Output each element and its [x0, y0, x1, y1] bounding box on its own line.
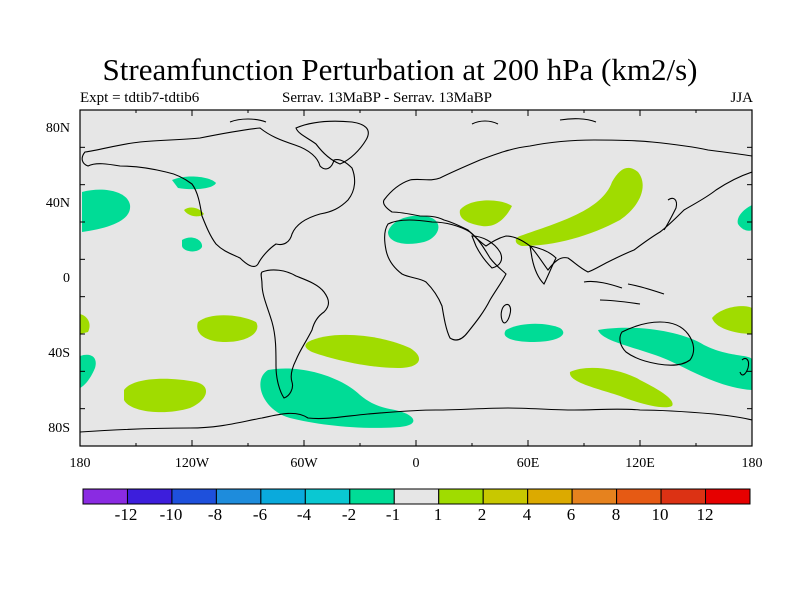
colorbar-label: -6 [252, 505, 268, 524]
lon-tick-120e: 120E [625, 456, 655, 471]
positive-region-east-pacific-south [712, 306, 752, 334]
coast-india [529, 245, 557, 285]
coast-arabia [471, 235, 503, 269]
positive-region-south-pacific-mid [197, 315, 258, 342]
colorbar [82, 488, 751, 505]
negative-region-west-pacific-north-east [737, 205, 752, 231]
negative-region-west-pacific-north [82, 189, 131, 232]
positive-region-south-atlantic [305, 334, 420, 368]
colorbar-label: -1 [385, 505, 401, 524]
positive-region-west-pacific-south [80, 314, 90, 334]
coastlines [80, 118, 752, 433]
colorbar-swatch [482, 488, 529, 505]
coast-indonesia [583, 280, 665, 305]
colorbar-label: -4 [296, 505, 312, 524]
experiment-label: Expt = tdtib7-tdtib6 [80, 90, 200, 106]
coast-new-zealand [739, 357, 750, 376]
colorbar-label: -12 [114, 505, 138, 524]
negative-region-indian-ocean [504, 323, 564, 342]
season-label: JJA [730, 90, 753, 106]
colorbar-swatch [527, 488, 573, 505]
lat-tick-40s: 40S [48, 346, 70, 361]
colorbar-label: 2 [477, 505, 487, 524]
positive-region-north-pacific-small [184, 207, 204, 217]
colorbar-swatch [215, 488, 262, 505]
colorbar-swatch [126, 488, 173, 505]
colorbar-swatch [82, 488, 128, 505]
colorbar-swatch [393, 488, 440, 505]
colorbar-label: -10 [159, 505, 183, 524]
lat-tick-40n: 40N [45, 196, 70, 211]
lat-tick-80s: 80S [48, 421, 70, 436]
coast-japan [663, 197, 678, 231]
positive-region-tibet [459, 200, 512, 227]
coast-australia [619, 321, 695, 366]
lat-tick-80n: 80N [45, 121, 70, 136]
anomaly-contours [80, 167, 752, 428]
axis-ticks [79, 109, 753, 447]
colorbar-label: 6 [566, 505, 576, 524]
colorbar-label: 12 [696, 505, 714, 524]
period-label: Serrav. 13MaBP - Serrav. 13MaBP [282, 90, 492, 106]
colorbar-swatch [705, 488, 751, 505]
coast-arctic-islands [229, 118, 597, 125]
colorbar-label: -2 [341, 505, 357, 524]
negative-region-australia-south [598, 327, 752, 390]
lon-tick-60w: 60W [290, 456, 318, 471]
positive-region-asia-jet [515, 167, 643, 246]
colorbar-label: 10 [651, 505, 669, 524]
coast-madagascar [500, 303, 512, 324]
coast-north-america [81, 127, 356, 267]
positive-region-south-pacific [124, 378, 207, 413]
lon-tick-120w: 120W [174, 456, 210, 471]
colorbar-label: -8 [207, 505, 223, 524]
colorbar-swatch [660, 488, 707, 505]
colorbar-swatch [260, 488, 306, 505]
coast-south-america [260, 269, 330, 399]
colorbar-label: 1 [433, 505, 443, 524]
lon-tick-60e: 60E [516, 456, 540, 471]
colorbar-label: 4 [522, 505, 532, 524]
coast-africa [384, 219, 507, 341]
coast-eurasia [382, 139, 752, 273]
colorbar-swatch [171, 488, 217, 505]
lon-tick-0: 0 [412, 456, 420, 471]
negative-region-south-pacific-west [80, 354, 96, 388]
coast-antarctica [80, 407, 752, 433]
negative-region-mediterranean [388, 215, 439, 244]
colorbar-swatch [349, 488, 395, 505]
lon-tick-180e: 180 [741, 456, 763, 471]
colorbar-swatch [571, 488, 618, 505]
lon-tick-180w: 180 [69, 456, 91, 471]
coast-greenland [295, 120, 369, 165]
colorbar-swatch [438, 488, 484, 505]
positive-region-south-indian [569, 367, 673, 408]
lat-tick-0: 0 [63, 271, 70, 286]
map-title: Streamfunction Perturbation at 200 hPa (… [102, 52, 698, 87]
colorbar-swatch [304, 488, 351, 505]
negative-region-north-pacific [172, 176, 216, 190]
negative-region-eastern-pacific [182, 237, 203, 252]
colorbar-swatch [616, 488, 662, 505]
colorbar-label: 8 [611, 505, 621, 524]
